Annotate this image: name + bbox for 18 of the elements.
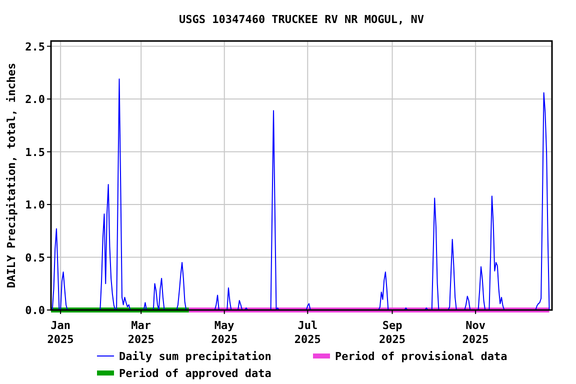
y-axis-title: DAILY Precipitation, total, inches xyxy=(5,62,18,288)
x-tick-label: Nov 2025 xyxy=(462,319,489,346)
chart-title: USGS 10347460 TRUCKEE RV NR MOGUL, NV xyxy=(178,13,424,26)
y-tick-label: 1.0 xyxy=(25,198,45,212)
x-tick-label: Jul 2025 xyxy=(294,319,321,346)
y-tick-label: 0.5 xyxy=(25,251,45,264)
x-tick-label: May 2025 xyxy=(211,319,238,346)
legend-label: Period of approved data xyxy=(119,367,272,380)
y-tick-label: 0.0 xyxy=(25,304,45,317)
legend-label: Daily sum precipitation xyxy=(119,350,272,363)
line-series xyxy=(52,78,550,310)
y-tick-label: 2.5 xyxy=(25,40,45,54)
x-tick-label: Mar 2025 xyxy=(128,319,154,346)
y-tick-label: 2.0 xyxy=(25,93,45,106)
y-tick-label: 1.5 xyxy=(25,146,45,159)
legend-label: Period of provisional data xyxy=(335,350,508,363)
x-tick-label: Sep 2025 xyxy=(379,319,406,346)
x-tick-label: Jan 2025 xyxy=(47,319,74,346)
